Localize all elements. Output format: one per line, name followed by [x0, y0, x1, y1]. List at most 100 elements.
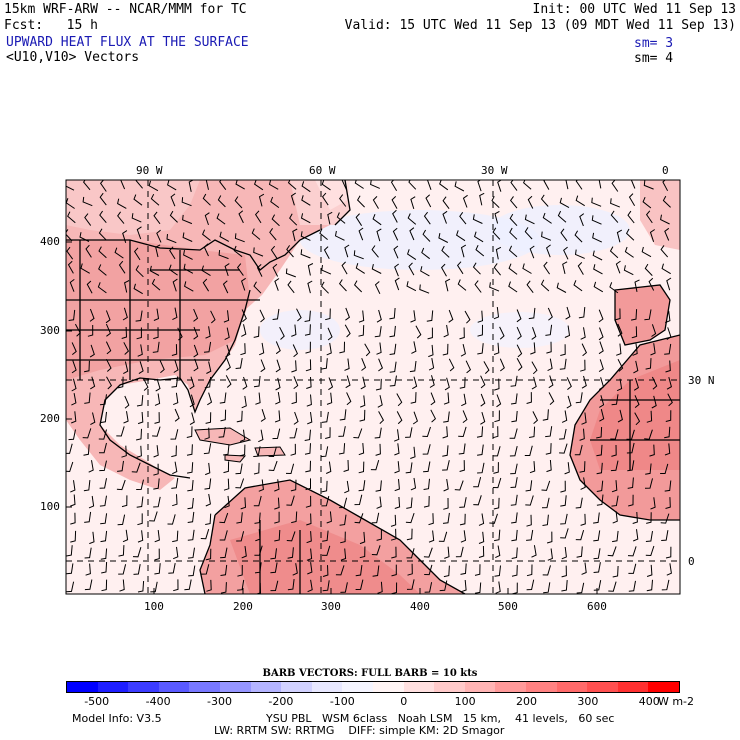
wind-barb [596, 480, 604, 492]
wind-barb [480, 411, 486, 425]
wind-barb [493, 263, 501, 276]
wind-barb [99, 495, 107, 507]
wind-barb [474, 582, 482, 594]
map-fill [66, 180, 680, 594]
wind-barb [171, 376, 179, 388]
wind-barb [84, 579, 93, 591]
wind-barb [291, 392, 297, 405]
wind-barb [407, 563, 413, 576]
wind-barb [477, 324, 483, 337]
wind-barb [356, 195, 365, 208]
wind-barb [661, 263, 671, 275]
wind-barb [98, 264, 107, 276]
wind-barb [522, 180, 532, 190]
colorbar-swatch [403, 682, 435, 692]
wind-barb [524, 227, 533, 240]
colorbar-swatch [219, 682, 251, 692]
wind-barb [101, 561, 108, 574]
colorbar-swatch [556, 682, 588, 692]
wind-barb [443, 392, 450, 405]
wind-barb [560, 344, 566, 356]
wind-barb [610, 460, 619, 472]
wind-barb [442, 210, 448, 224]
wind-barb [236, 531, 245, 542]
wind-barb [99, 180, 107, 192]
wind-barb [170, 429, 179, 440]
wind-barb [101, 579, 108, 592]
x-tick-300: 300 [321, 600, 341, 613]
wind-barb [651, 376, 658, 390]
wind-barb [545, 324, 553, 336]
wind-barb [648, 277, 655, 291]
wind-barb [204, 376, 212, 389]
wind-barb [201, 265, 211, 277]
wind-barb [341, 261, 348, 275]
wind-barb [377, 581, 383, 594]
wind-barb [598, 341, 604, 355]
wind-barb [275, 341, 281, 355]
wind-barb [464, 310, 471, 324]
wind-barb [307, 412, 313, 425]
wind-barb [394, 263, 399, 277]
wind-barb [459, 327, 465, 340]
wind-barb [84, 547, 92, 559]
wind-barb [474, 564, 481, 576]
wind-barb [155, 378, 161, 392]
wind-barb [528, 307, 536, 320]
wind-barb [105, 358, 112, 372]
wind-barb [623, 265, 634, 276]
wind-barb [268, 446, 277, 458]
wind-barb [306, 531, 312, 544]
wind-barb [372, 565, 380, 577]
wind-barb [666, 376, 672, 390]
wind-barb [137, 344, 143, 357]
wind-barb [149, 265, 160, 276]
wind-barb [576, 582, 585, 594]
wind-barb [84, 392, 91, 404]
wind-barb [406, 579, 415, 590]
wind-barb [71, 393, 77, 406]
wind-barb [133, 247, 141, 261]
wind-barb [545, 244, 551, 258]
wind-barb [541, 231, 552, 241]
wind-barb [644, 429, 653, 440]
wind-barb [98, 429, 107, 440]
wind-barb [358, 325, 365, 337]
wind-barb [254, 512, 261, 524]
wind-barb [529, 461, 536, 474]
wind-barb [353, 250, 364, 260]
wind-barb [458, 426, 467, 438]
wind-barb [338, 443, 346, 455]
wind-barb [489, 282, 500, 292]
wind-barb [665, 410, 672, 422]
wind-barb [531, 545, 537, 558]
wind-barb [136, 327, 142, 340]
wind-barb [509, 213, 518, 227]
wind-barb [480, 393, 486, 407]
wind-barb [219, 180, 227, 191]
wind-barb [182, 214, 193, 225]
wind-barb [462, 194, 468, 208]
wind-barb [390, 528, 397, 541]
wind-barb [510, 375, 518, 387]
wind-barb [137, 513, 143, 526]
wind-barb [321, 358, 328, 370]
wind-barb [71, 360, 77, 374]
colorbar-swatch [525, 682, 557, 692]
wind-barb [172, 461, 178, 475]
lon-label-30w: 30 W [481, 164, 508, 177]
wind-barb [220, 409, 227, 422]
wind-barb [151, 278, 161, 291]
wind-barb [627, 546, 637, 557]
wind-barb [643, 180, 654, 190]
wind-barb [526, 529, 534, 541]
wind-barb [358, 227, 364, 241]
x-tick-600: 600 [587, 600, 607, 613]
wind-barb [516, 326, 522, 340]
wind-barb [598, 377, 605, 390]
wind-barb [334, 230, 345, 241]
wind-barb [561, 546, 567, 560]
wind-barb [532, 411, 539, 424]
wind-barb [86, 280, 93, 294]
wind-barb [616, 229, 623, 243]
